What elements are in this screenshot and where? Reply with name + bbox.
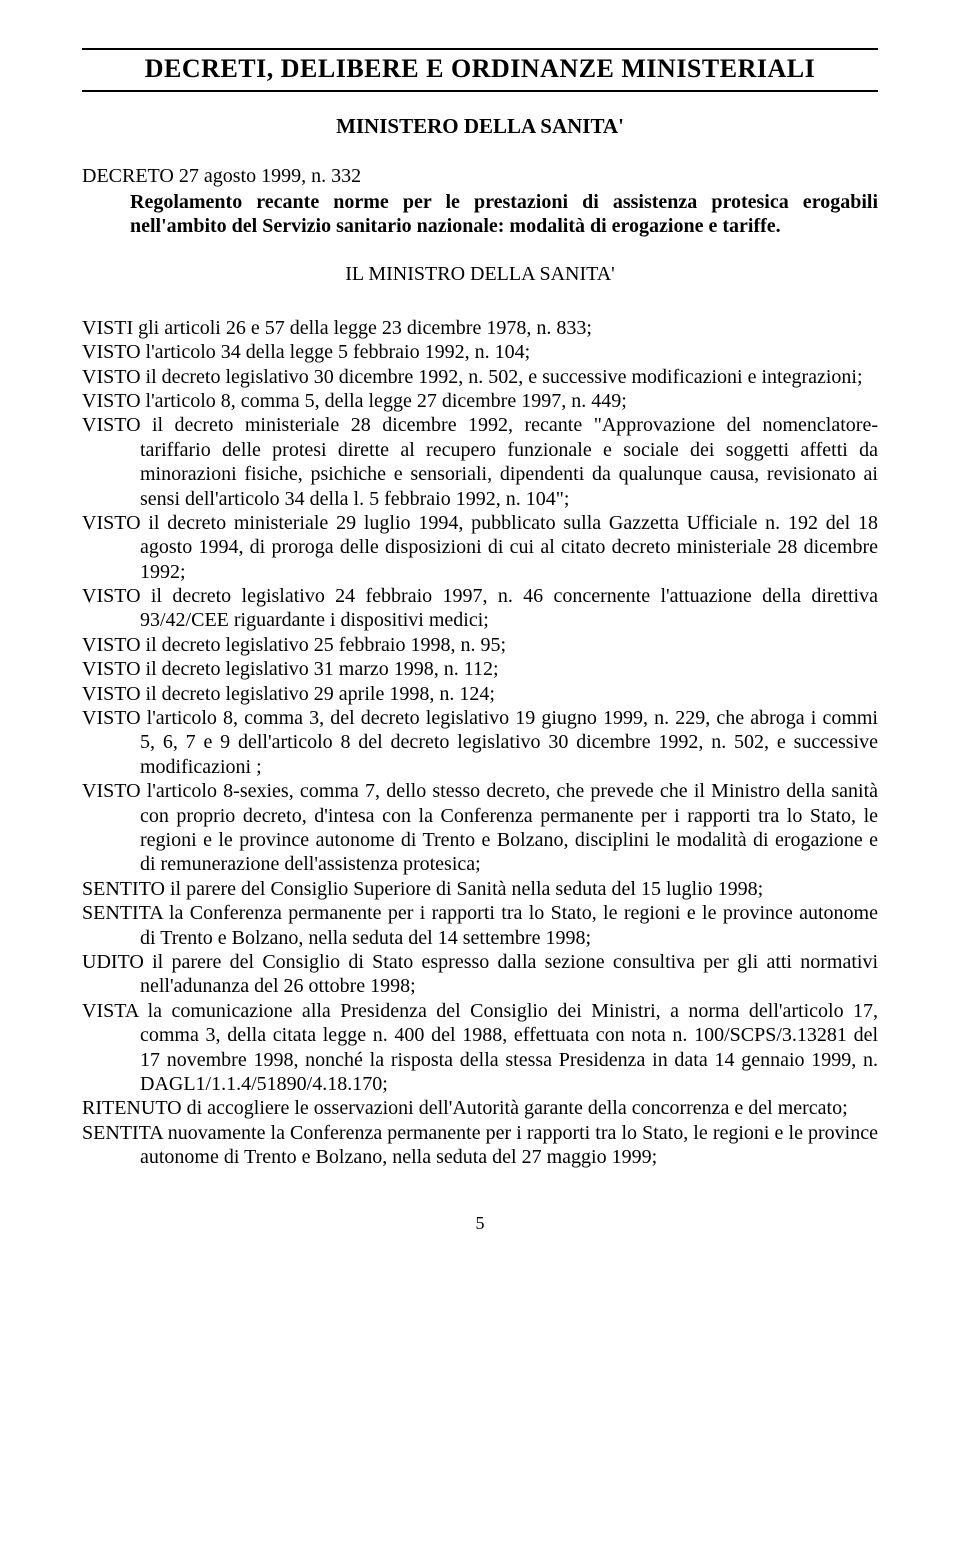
preamble-item: VISTO il decreto legislativo 31 marzo 19… xyxy=(82,657,878,681)
preamble-item: VISTO l'articolo 8-sexies, comma 7, dell… xyxy=(82,779,878,877)
page-number: 5 xyxy=(82,1213,878,1234)
preamble-item: VISTO il decreto ministeriale 29 luglio … xyxy=(82,511,878,584)
preamble-item: VISTA la comunicazione alla Presidenza d… xyxy=(82,999,878,1097)
decree-title: Regolamento recante norme per le prestaz… xyxy=(130,190,878,239)
preamble-item: SENTITA nuovamente la Conferenza permane… xyxy=(82,1121,878,1170)
preamble-item: VISTO il decreto legislativo 30 dicembre… xyxy=(82,365,878,389)
preamble-item: VISTO il decreto legislativo 24 febbraio… xyxy=(82,584,878,633)
minister-line: IL MINISTRO DELLA SANITA' xyxy=(82,263,878,286)
preamble-item: VISTO l'articolo 34 della legge 5 febbra… xyxy=(82,340,878,364)
preamble-item: SENTITO il parere del Consiglio Superior… xyxy=(82,877,878,901)
section-title: DECRETI, DELIBERE E ORDINANZE MINISTERIA… xyxy=(82,48,878,92)
preamble-item: RITENUTO di accogliere le osservazioni d… xyxy=(82,1096,878,1120)
preamble-item: VISTI gli articoli 26 e 57 della legge 2… xyxy=(82,316,878,340)
preamble-item: SENTITA la Conferenza permanente per i r… xyxy=(82,901,878,950)
preamble-item: VISTO l'articolo 8, comma 5, della legge… xyxy=(82,389,878,413)
decree-reference: DECRETO 27 agosto 1999, n. 332 xyxy=(82,165,878,188)
preamble-item: UDITO il parere del Consiglio di Stato e… xyxy=(82,950,878,999)
preamble-body: VISTI gli articoli 26 e 57 della legge 2… xyxy=(82,316,878,1170)
preamble-item: VISTO il decreto legislativo 29 aprile 1… xyxy=(82,682,878,706)
preamble-item: VISTO il decreto legislativo 25 febbraio… xyxy=(82,633,878,657)
preamble-item: VISTO l'articolo 8, comma 3, del decreto… xyxy=(82,706,878,779)
ministry-name: MINISTERO DELLA SANITA' xyxy=(82,114,878,139)
preamble-item: VISTO il decreto ministeriale 28 dicembr… xyxy=(82,413,878,511)
